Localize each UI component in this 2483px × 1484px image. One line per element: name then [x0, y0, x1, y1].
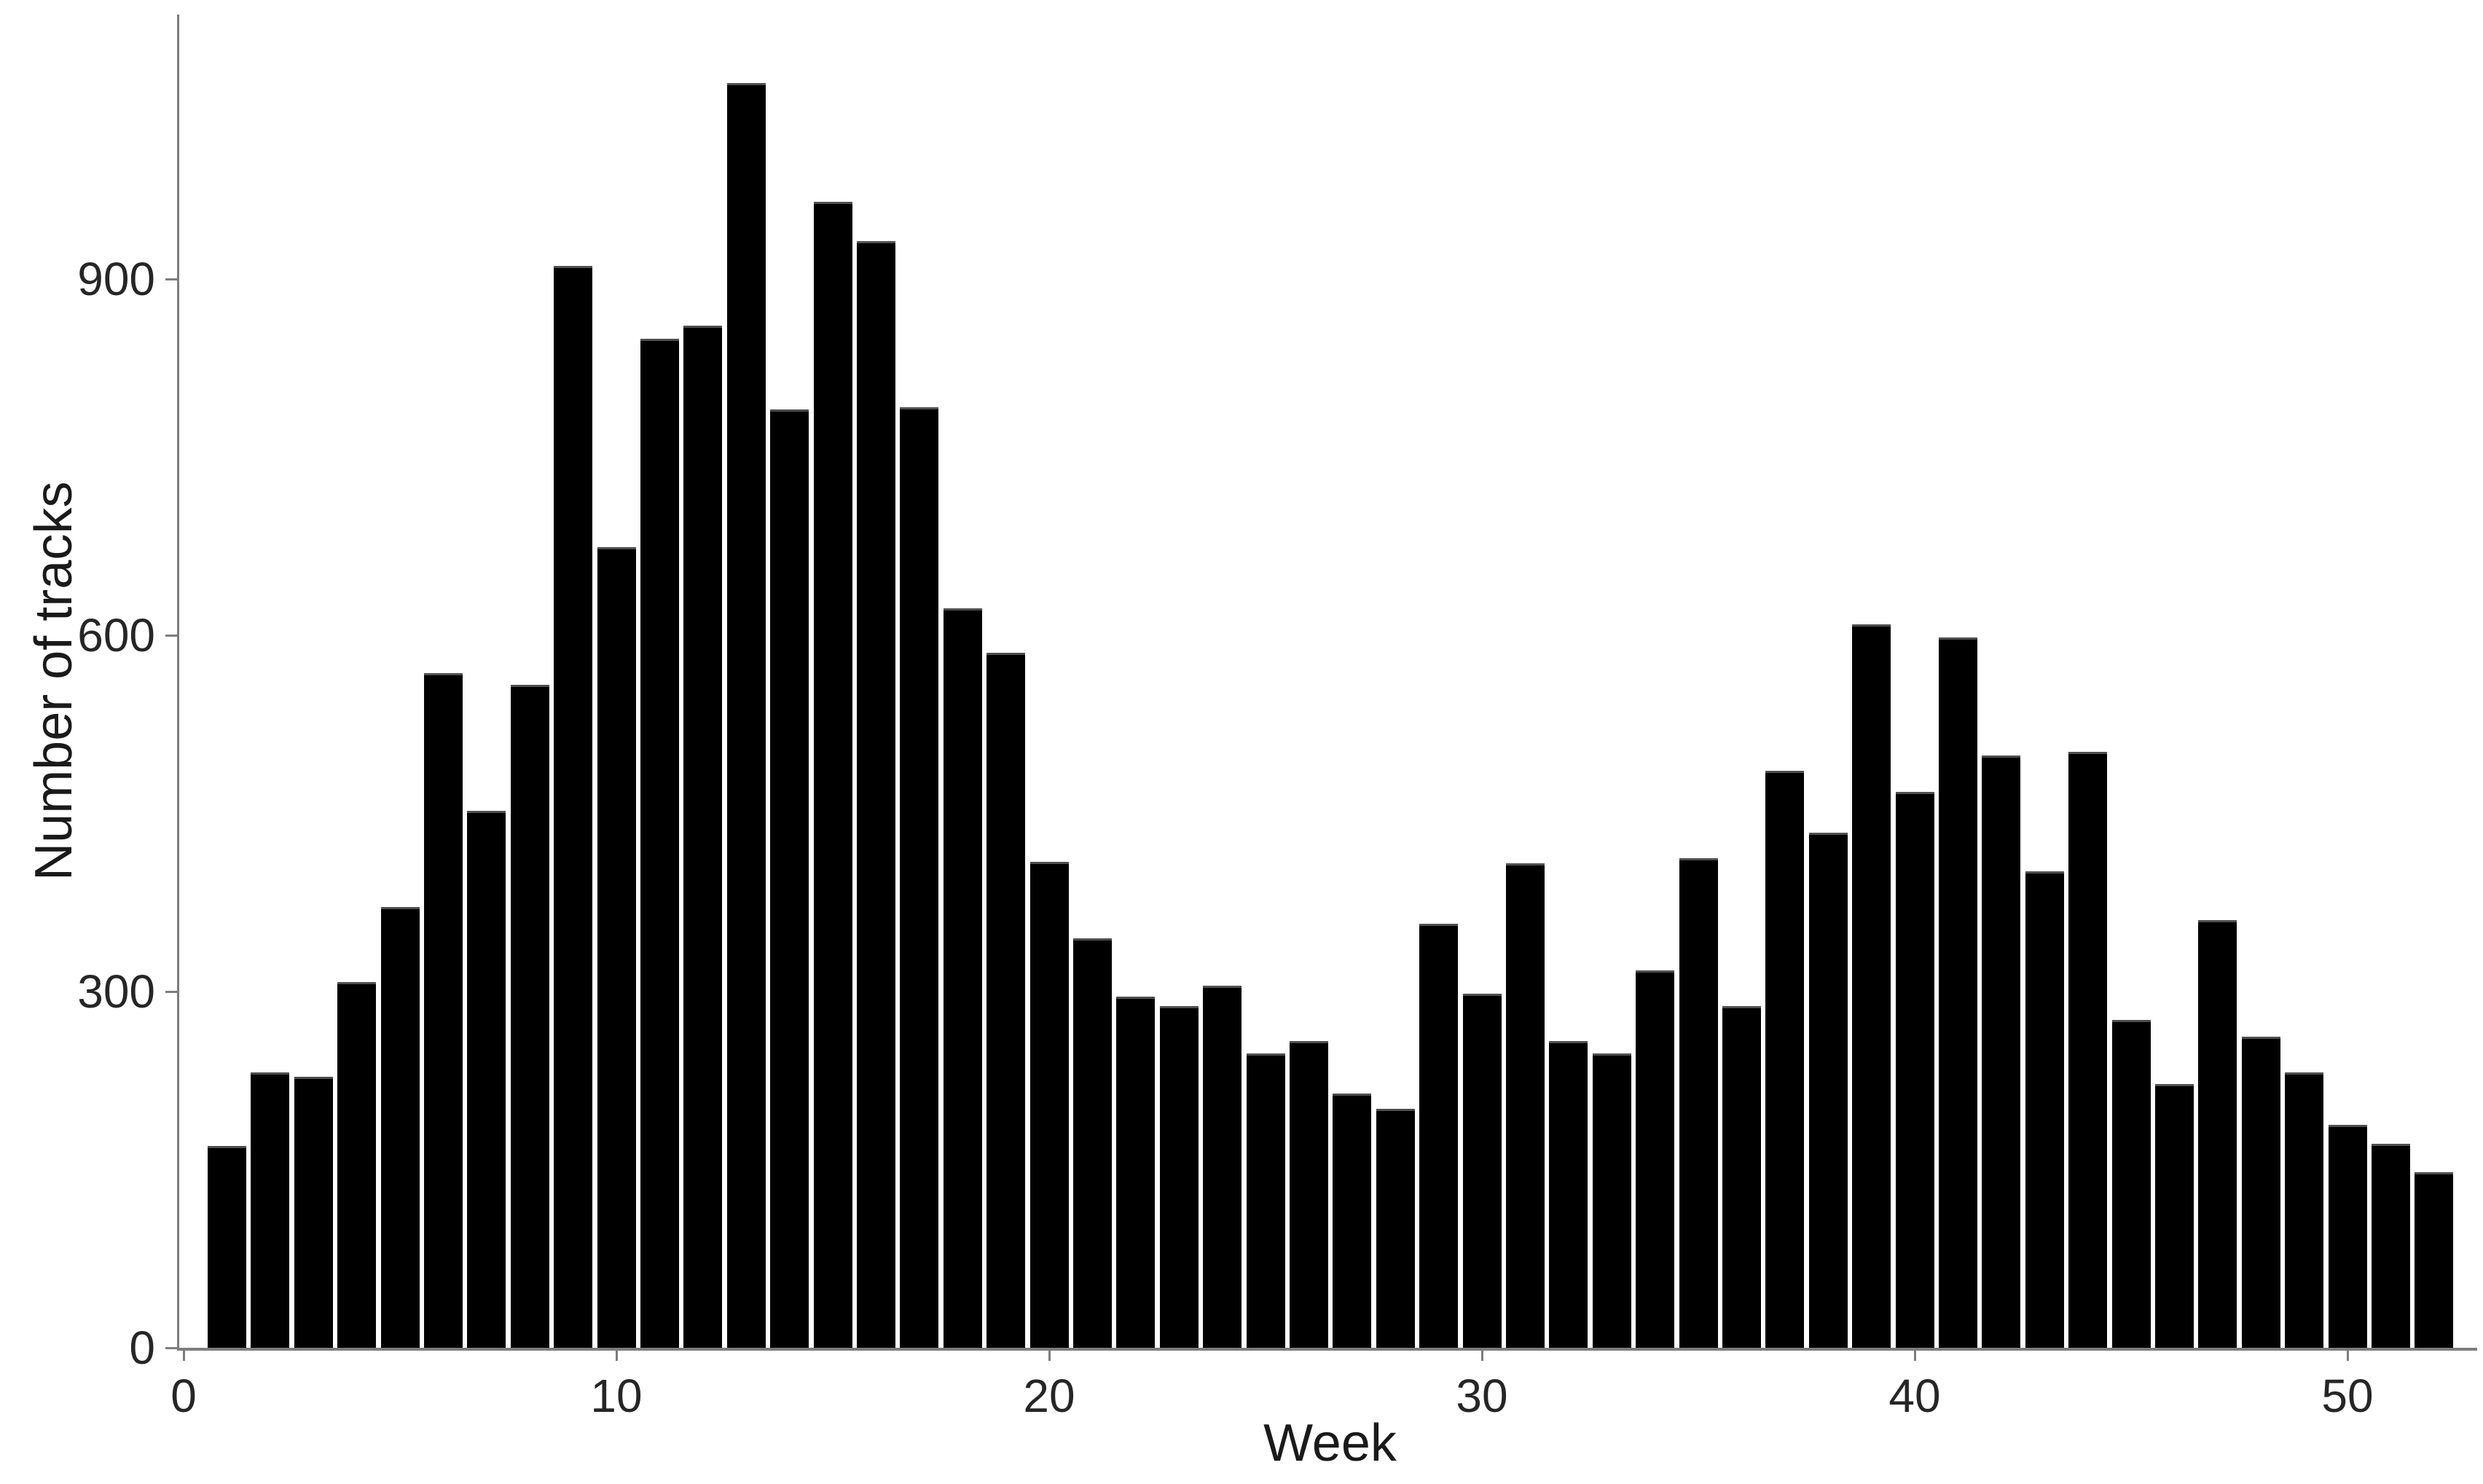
bar-week-24	[1203, 985, 1242, 1348]
bar-week-44	[2068, 751, 2108, 1348]
bar-week-35	[1679, 858, 1718, 1348]
x-tick-mark-50	[2347, 1351, 2349, 1361]
bar-week-7	[467, 811, 506, 1348]
bar-week-1	[207, 1145, 246, 1348]
y-tick-mark-900	[165, 278, 177, 280]
bar-week-41	[1938, 637, 1977, 1348]
x-tick-label-10: 10	[590, 1370, 643, 1422]
bar-week-2	[251, 1072, 290, 1348]
y-tick-label-900: 900	[77, 253, 155, 305]
x-tick-label-40: 40	[1888, 1370, 1941, 1422]
bar-week-43	[2025, 871, 2064, 1348]
bar-week-6	[423, 673, 463, 1348]
bar-week-45	[2111, 1020, 2151, 1348]
bar-week-46	[2154, 1084, 2194, 1348]
x-axis-line	[177, 1348, 2477, 1351]
y-tick-label-300: 300	[77, 965, 155, 1018]
x-tick-mark-40	[1914, 1351, 1916, 1361]
bar-week-8	[510, 685, 549, 1348]
bar-week-39	[1852, 624, 1891, 1348]
x-axis-title: Week	[1263, 1414, 1397, 1472]
bar-week-50	[2328, 1124, 2367, 1348]
x-tick-mark-20	[1048, 1351, 1051, 1361]
bar-week-29	[1419, 924, 1459, 1348]
bar-week-42	[1982, 755, 2021, 1348]
bar-week-34	[1636, 970, 1675, 1348]
x-tick-label-0: 0	[170, 1370, 197, 1422]
bar-week-38	[1808, 832, 1848, 1348]
bar-week-27	[1333, 1094, 1372, 1348]
y-tick-mark-600	[165, 635, 177, 637]
bar-week-28	[1376, 1109, 1415, 1348]
bar-week-5	[380, 907, 420, 1348]
bar-week-20	[1029, 862, 1069, 1348]
y-axis-title: Number of tracks	[25, 481, 83, 881]
bar-week-22	[1116, 996, 1156, 1348]
bar-week-33	[1592, 1053, 1631, 1348]
y-axis-line	[177, 14, 179, 1351]
bar-week-47	[2198, 920, 2237, 1348]
y-tick-mark-300	[165, 991, 177, 993]
bar-week-14	[770, 409, 809, 1348]
x-tick-mark-0	[183, 1351, 185, 1361]
y-tick-label-600: 600	[77, 609, 155, 661]
bar-week-3	[294, 1077, 333, 1348]
x-tick-label-20: 20	[1023, 1370, 1075, 1422]
bar-week-19	[986, 653, 1026, 1348]
x-tick-label-30: 30	[1456, 1370, 1508, 1422]
bar-week-31	[1505, 863, 1545, 1348]
bar-week-21	[1072, 938, 1112, 1348]
bar-week-10	[597, 547, 636, 1348]
bar-week-15	[813, 202, 852, 1348]
bar-week-32	[1549, 1041, 1588, 1348]
bar-week-25	[1246, 1053, 1285, 1348]
bar-week-11	[640, 338, 679, 1348]
bar-week-12	[683, 325, 723, 1348]
bar-week-51	[2371, 1143, 2410, 1348]
bar-week-40	[1895, 792, 1934, 1348]
x-tick-mark-30	[1481, 1351, 1483, 1361]
x-tick-label-50: 50	[2321, 1370, 2374, 1422]
bar-week-13	[726, 83, 766, 1348]
bar-week-30	[1462, 994, 1502, 1348]
bar-week-16	[856, 240, 895, 1348]
bar-week-18	[943, 608, 982, 1348]
bar-week-48	[2241, 1036, 2280, 1348]
bar-week-36	[1722, 1005, 1761, 1348]
bar-week-4	[337, 981, 377, 1348]
bar-week-37	[1765, 770, 1805, 1348]
y-tick-mark-0	[165, 1347, 177, 1349]
bar-week-49	[2285, 1072, 2324, 1348]
bar-week-26	[1289, 1041, 1328, 1348]
y-tick-label-0: 0	[129, 1322, 155, 1374]
bar-week-17	[900, 407, 939, 1348]
x-tick-mark-10	[616, 1351, 618, 1361]
bar-week-52	[2415, 1171, 2454, 1348]
bar-week-9	[554, 266, 593, 1348]
bar-week-23	[1159, 1005, 1199, 1348]
